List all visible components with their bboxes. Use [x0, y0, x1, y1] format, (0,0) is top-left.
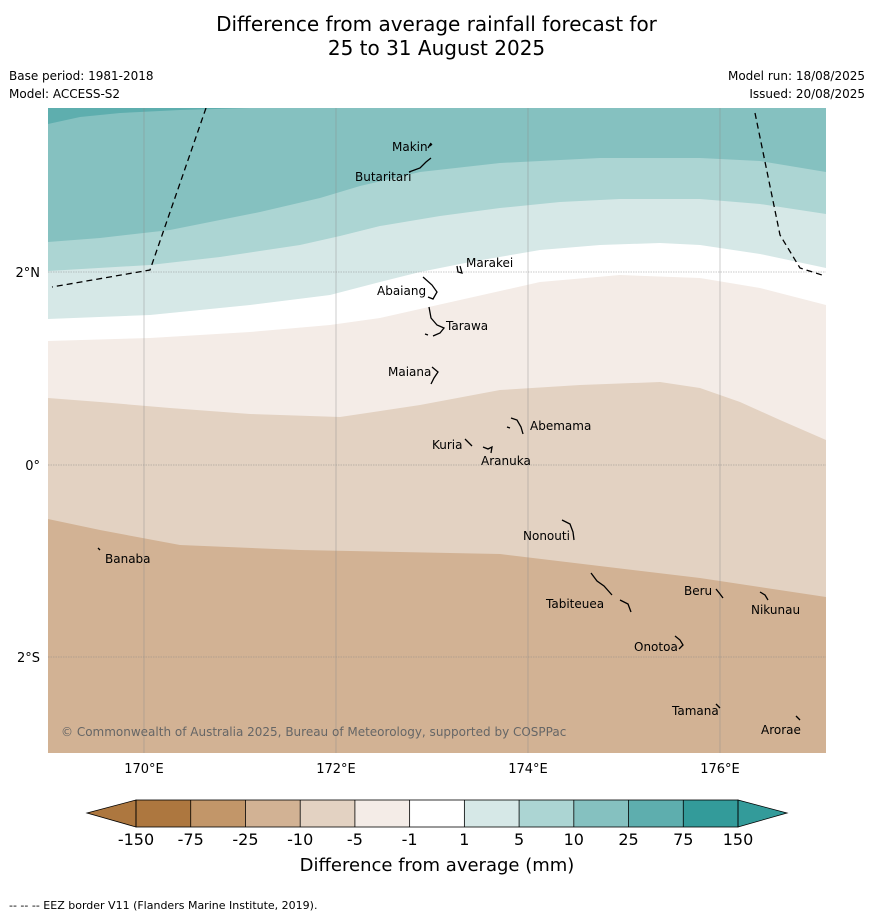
place-label-abaiang: Abaiang: [377, 284, 426, 298]
model-run: Model run: 18/08/2025: [727, 69, 865, 83]
place-label-onotoa: Onotoa: [634, 640, 678, 654]
colorbar-swatch: [573, 800, 630, 827]
colorbar-swatch: [628, 800, 684, 827]
title-line-2: 25 to 31 August 2025: [327, 36, 546, 60]
colorbar-extend-low: [85, 799, 137, 828]
lon-label-172e: 172°E: [316, 762, 356, 777]
lat-label-2s: 2°S: [17, 651, 40, 666]
colorbar-tick-label: 5: [514, 830, 524, 849]
colorbar-swatch: [300, 800, 356, 827]
colorbar-tick-label: -75: [178, 830, 204, 849]
colorbar-tick-label: -5: [347, 830, 363, 849]
colorbar-tick-label: -25: [232, 830, 258, 849]
colorbar-label: Difference from average (mm): [300, 855, 575, 876]
meta-left: Base period: 1981-2018 Model: ACCESS-S2: [9, 67, 154, 103]
place-label-butaritari: Butaritari: [355, 170, 412, 184]
colorbar-swatch: [354, 800, 411, 827]
eez-border: [51, 108, 823, 288]
lat-label-equator: 0°: [25, 459, 40, 474]
colorbar-legend: -150 -75 -25 -10 -5 -1 1 5 10 25 75 150 Difference …: [85, 799, 789, 876]
colorbar-tick-label: 1: [459, 830, 469, 849]
rainfall-contours: [48, 108, 826, 753]
colorbar-swatch: [464, 800, 520, 827]
colorbar-swatch: [519, 800, 575, 827]
band-plus10: [48, 108, 826, 242]
meta-right: Model run: 18/08/2025 Issued: 20/08/2025: [728, 67, 865, 103]
place-label-abemama: Abemama: [530, 419, 591, 433]
colorbar-swatches: [136, 800, 739, 827]
lon-label-170e: 170°E: [124, 762, 164, 777]
colorbar-ticks: -150 -75 -25 -10 -5 -1 1 5 10 25 75 150: [118, 800, 753, 849]
map-title: Difference from average rainfall forecas…: [0, 12, 873, 60]
colorbar-swatch: [136, 800, 192, 827]
place-label-aranuka: Aranuka: [481, 454, 531, 468]
place-label-arorae: Arorae: [761, 723, 801, 737]
colorbar-tick-label: -150: [118, 830, 154, 849]
lon-label-174e: 174°E: [508, 762, 548, 777]
place-labels: Makin Butaritari Marakei Abaiang Tarawa …: [105, 140, 801, 737]
colorbar-swatch: [683, 800, 739, 827]
model-name: Model: ACCESS-S2: [9, 87, 121, 101]
base-period: Base period: 1981-2018: [9, 69, 154, 83]
colorbar-extend-high: [737, 799, 789, 828]
place-label-marakei: Marakei: [466, 256, 513, 270]
place-label-nikunau: Nikunau: [751, 603, 800, 617]
place-label-banaba: Banaba: [105, 552, 151, 566]
colorbar-tick-label: -1: [402, 830, 418, 849]
place-label-tabiteuea: Tabiteuea: [545, 597, 604, 611]
map-gridlines: [48, 108, 826, 753]
colorbar-tick-label: -10: [287, 830, 313, 849]
band-plus25: [48, 108, 250, 124]
lon-label-176e: 176°E: [700, 762, 740, 777]
colorbar-tick-label: 150: [723, 830, 754, 849]
colorbar-tick-label: 75: [673, 830, 693, 849]
colorbar-swatch: [245, 800, 301, 827]
place-label-beru: Beru: [684, 584, 712, 598]
longitude-labels: 170°E 172°E 174°E 176°E: [124, 762, 740, 777]
lat-label-2n: 2°N: [16, 266, 41, 281]
colorbar-tick-label: 25: [618, 830, 638, 849]
place-label-kuria: Kuria: [432, 438, 463, 452]
place-label-nonouti: Nonouti: [523, 529, 570, 543]
colorbar-swatch: [190, 800, 246, 827]
place-label-maiana: Maiana: [388, 365, 431, 379]
place-label-tarawa: Tarawa: [445, 319, 488, 333]
title-line-1: Difference from average rainfall forecas…: [216, 12, 657, 36]
latitude-labels: 2°N 0° 2°S: [16, 266, 41, 666]
colorbar-swatch: [409, 800, 465, 827]
eez-footnote: -- -- -- EEZ border V11 (Flanders Marine…: [9, 899, 318, 912]
place-label-makin: Makin: [392, 140, 428, 154]
issued-date: Issued: 20/08/2025: [749, 87, 865, 101]
place-label-tamana: Tamana: [671, 704, 719, 718]
colorbar-tick-label: 10: [564, 830, 584, 849]
copyright-notice: © Commonwealth of Australia 2025, Bureau…: [61, 725, 566, 739]
island-shapes: [97, 142, 801, 721]
